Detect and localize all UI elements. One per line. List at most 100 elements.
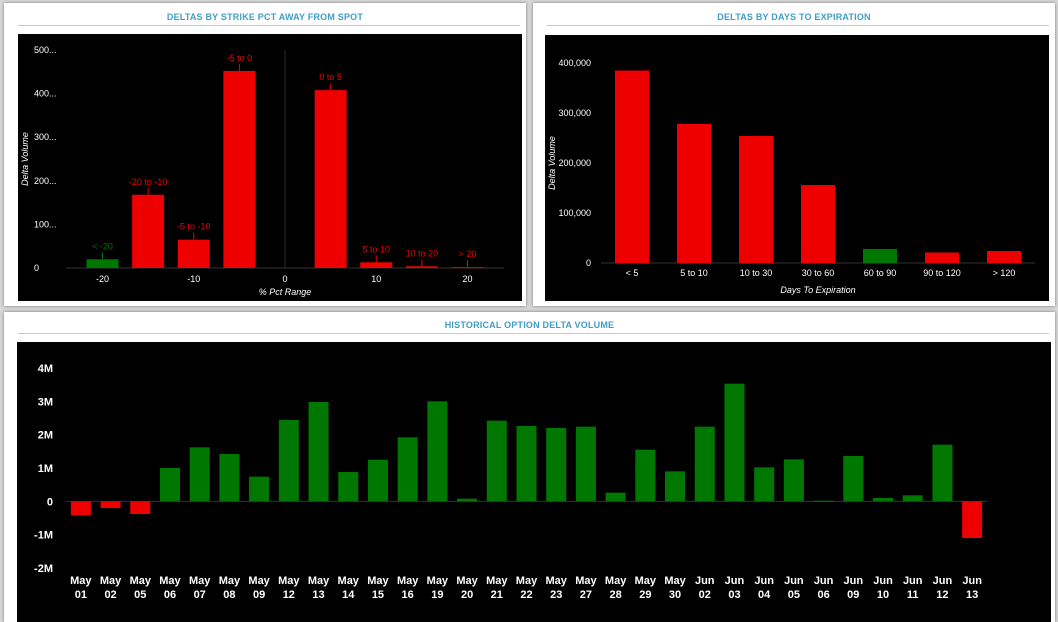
x-tick-day: 05 [788, 589, 800, 601]
x-tick-month: May [278, 575, 300, 587]
history-panel-title: HISTORICAL OPTION DELTA VOLUME [444, 320, 615, 330]
strike-panel-divider [18, 25, 520, 26]
x-tick-day: 13 [966, 589, 978, 601]
x-tick-month: May [130, 575, 152, 587]
y-tick-label: 400,000 [558, 58, 591, 68]
y-tick-label: 300,000 [558, 108, 591, 118]
x-tick-month: Jun [725, 575, 745, 587]
bar [308, 402, 329, 502]
bar-data-label: -5 to 0 [227, 53, 253, 63]
y-tick-label: 100,000 [558, 208, 591, 218]
bar-data-label: -5 to -10 [177, 222, 211, 232]
y-tick-label: 0 [47, 496, 53, 508]
x-tick-day: 03 [728, 589, 740, 601]
bar [932, 444, 953, 502]
x-tick-day: 12 [283, 589, 295, 601]
x-tick-month: Jun [754, 575, 774, 587]
bar [902, 495, 923, 502]
bar [223, 70, 256, 268]
x-tick-month: May [456, 575, 478, 587]
x-tick-month: May [635, 575, 657, 587]
x-tick-month: May [367, 575, 389, 587]
x-tick-day: 23 [550, 589, 562, 601]
days-panel-title: DELTAS BY DAYS TO EXPIRATION [717, 12, 871, 22]
bar [546, 428, 567, 502]
bar [925, 252, 959, 263]
bar [724, 383, 745, 502]
bar [863, 249, 897, 263]
x-tick-day: 16 [402, 589, 414, 601]
x-tick-month: Jun [933, 575, 953, 587]
bar [314, 90, 347, 268]
x-tick-month: May [605, 575, 627, 587]
x-tick-label: 60 to 90 [864, 268, 897, 278]
x-tick-month: May [427, 575, 449, 587]
x-tick-month: Jun [695, 575, 715, 587]
bar-data-label: 10 to 20 [406, 248, 439, 258]
y-tick-label: 300... [34, 132, 57, 142]
bar [159, 468, 180, 502]
x-tick-day: 06 [817, 589, 829, 601]
x-tick-day: 08 [223, 589, 235, 601]
bar [249, 476, 270, 502]
x-tick-label: 5 to 10 [680, 268, 708, 278]
bar [338, 472, 359, 502]
x-tick-day: 10 [877, 589, 889, 601]
x-tick-month: May [219, 575, 241, 587]
bar [962, 501, 983, 538]
x-tick-label: -20 [96, 274, 109, 284]
x-tick-day: 27 [580, 589, 592, 601]
x-tick-day: 14 [342, 589, 355, 601]
x-tick-label: 90 to 120 [923, 268, 961, 278]
x-tick-month: May [664, 575, 686, 587]
bar-data-label: -20 to -10 [129, 177, 168, 187]
bar [130, 501, 151, 514]
x-tick-month: May [546, 575, 568, 587]
bar [132, 194, 165, 268]
bar [635, 449, 656, 502]
x-tick-month: Jun [844, 575, 864, 587]
x-tick-day: 20 [461, 589, 473, 601]
y-tick-label: 400... [34, 89, 57, 99]
y-tick-label: -2M [34, 563, 53, 575]
y-tick-label: 2M [38, 430, 53, 442]
bar [615, 70, 649, 263]
x-tick-label: > 120 [993, 268, 1016, 278]
bar [783, 459, 804, 502]
strike-chart: 0 100... 200... 300... 400... 500... -20 -10 0 10… [20, 45, 504, 297]
x-tick-day: 02 [104, 589, 116, 601]
x-tick-day: 05 [134, 589, 146, 601]
x-tick-day: 02 [699, 589, 711, 601]
bar [405, 266, 438, 268]
x-tick-day: 22 [520, 589, 532, 601]
bar [739, 136, 773, 263]
days-chart-area: 0 100,000 200,000 300,000 400,000 Delta Volum… [545, 35, 1049, 301]
x-tick-day: 15 [372, 589, 384, 601]
history-panel-divider [18, 333, 1049, 334]
y-axis-label: Delta Volume [20, 132, 30, 186]
bar [694, 426, 715, 502]
bar [367, 459, 388, 502]
y-tick-label: 100... [34, 219, 57, 229]
bar [360, 262, 393, 268]
bar-data-label: 5 to 10 [362, 244, 390, 254]
bar [516, 426, 537, 502]
x-tick-label: 30 to 60 [802, 268, 835, 278]
bar [813, 500, 834, 502]
x-tick-month: Jun [903, 575, 923, 587]
y-tick-label: 0 [34, 263, 39, 273]
x-tick-month: May [189, 575, 211, 587]
y-tick-label: 1M [38, 463, 53, 475]
bar [219, 454, 240, 502]
y-axis-label: Delta Volume [547, 136, 557, 190]
x-tick-month: May [248, 575, 270, 587]
history-chart: -2M -1M 0 1M 2M 3M 4M May 01 May 02 May 05 May 06 May 07… [34, 363, 987, 601]
history-chart-area: -2M -1M 0 1M 2M 3M 4M May 01 May 02 May 05 May 06 May 07… [17, 342, 1051, 622]
bar [754, 467, 775, 502]
x-tick-day: 13 [312, 589, 324, 601]
bar [177, 239, 210, 268]
bar [677, 124, 711, 263]
bar [987, 251, 1021, 263]
x-tick-day: 01 [75, 589, 87, 601]
x-tick-day: 12 [936, 589, 948, 601]
